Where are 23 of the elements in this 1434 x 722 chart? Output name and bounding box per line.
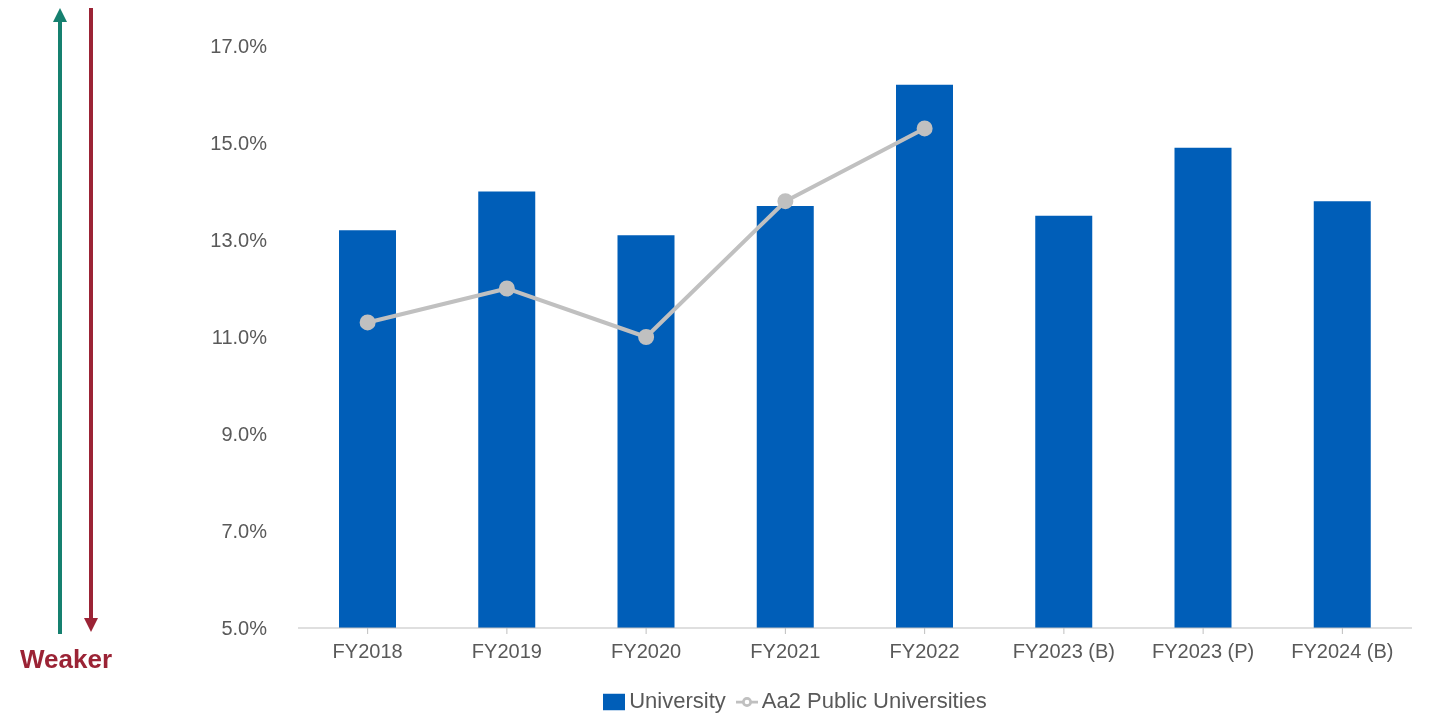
x-tick-label: FY2022 (889, 640, 960, 663)
x-tick-label: FY2018 (332, 640, 403, 663)
y-tick-label: 5.0% (221, 617, 268, 640)
x-tick-label: FY2021 (750, 640, 821, 663)
text: Weaker (20, 644, 113, 675)
y-tick-label: 7.0% (221, 520, 268, 543)
x-tick-label: FY2023 (P) (1151, 640, 1255, 663)
x-tick-label: FY2023 (B) (1012, 640, 1116, 663)
x-tick-label: FY2024 (B) (1291, 640, 1394, 663)
legend-label: University (629, 688, 726, 713)
legend-label: Aa2 Public Universities (761, 688, 987, 713)
y-tick-label: 15.0% (210, 132, 268, 155)
x-tick-label: FY2019 (471, 640, 542, 663)
point (777, 193, 794, 210)
y-tick-label: 9.0% (221, 423, 268, 446)
y-tick-label: 17.0% (210, 35, 268, 58)
point (359, 314, 376, 331)
point (638, 329, 655, 345)
point (916, 120, 933, 137)
y-tick-label: 11.0% (211, 326, 268, 349)
y-tick-label: 13.0% (210, 229, 268, 252)
point (498, 280, 515, 297)
x-tick-label: FY2020 (611, 640, 682, 663)
